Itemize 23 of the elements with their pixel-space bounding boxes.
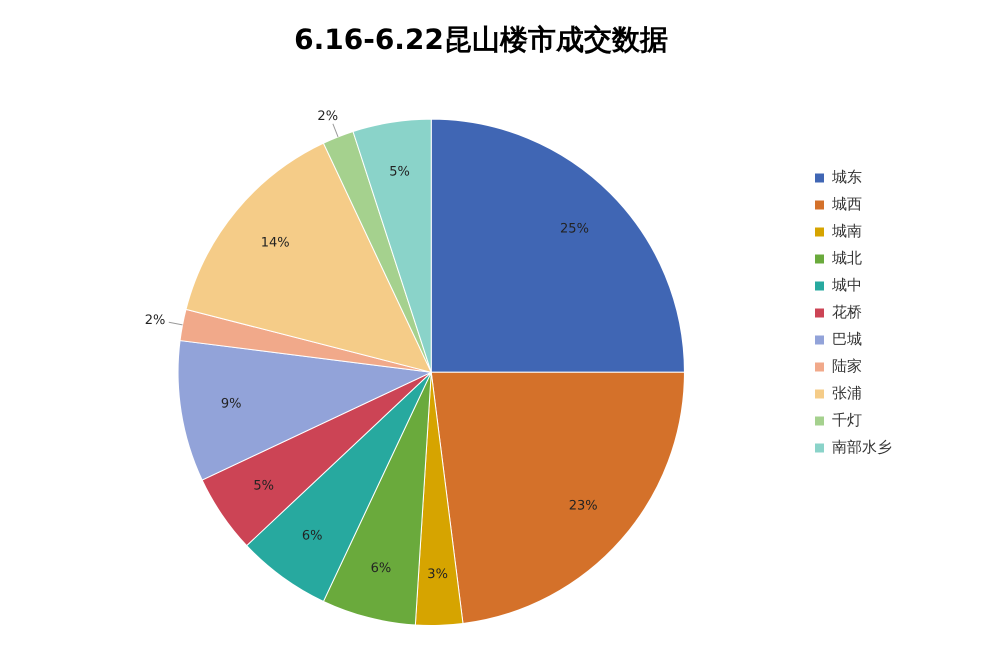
- legend-label: 城南: [831, 222, 862, 240]
- data-label: 9%: [220, 396, 242, 412]
- data-label: 23%: [568, 498, 598, 514]
- legend-label: 南部水乡: [832, 438, 892, 456]
- legend-label: 张浦: [832, 384, 862, 402]
- legend-label: 花桥: [832, 302, 862, 321]
- data-label: 6%: [302, 528, 322, 544]
- legend-label: 城中: [831, 276, 862, 294]
- chart-title: 6.16-6.22昆山楼市成交数据: [294, 23, 668, 56]
- legend-label: 城北: [831, 248, 862, 267]
- data-label: 3%: [427, 567, 448, 582]
- legend-label: 巴城: [832, 330, 862, 348]
- data-label: 6%: [370, 560, 392, 576]
- data-label: 5%: [253, 478, 274, 494]
- data-label: 2%: [317, 108, 338, 124]
- legend-label: 城西: [831, 194, 862, 213]
- legend-label: 千灯: [832, 410, 862, 429]
- legend-label: 城东: [831, 168, 862, 186]
- data-label: 5%: [389, 164, 410, 180]
- legend-label: 陆家: [832, 356, 862, 375]
- data-label: 25%: [560, 221, 589, 236]
- data-label: 2%: [144, 313, 166, 328]
- data-label: 14%: [260, 236, 290, 251]
